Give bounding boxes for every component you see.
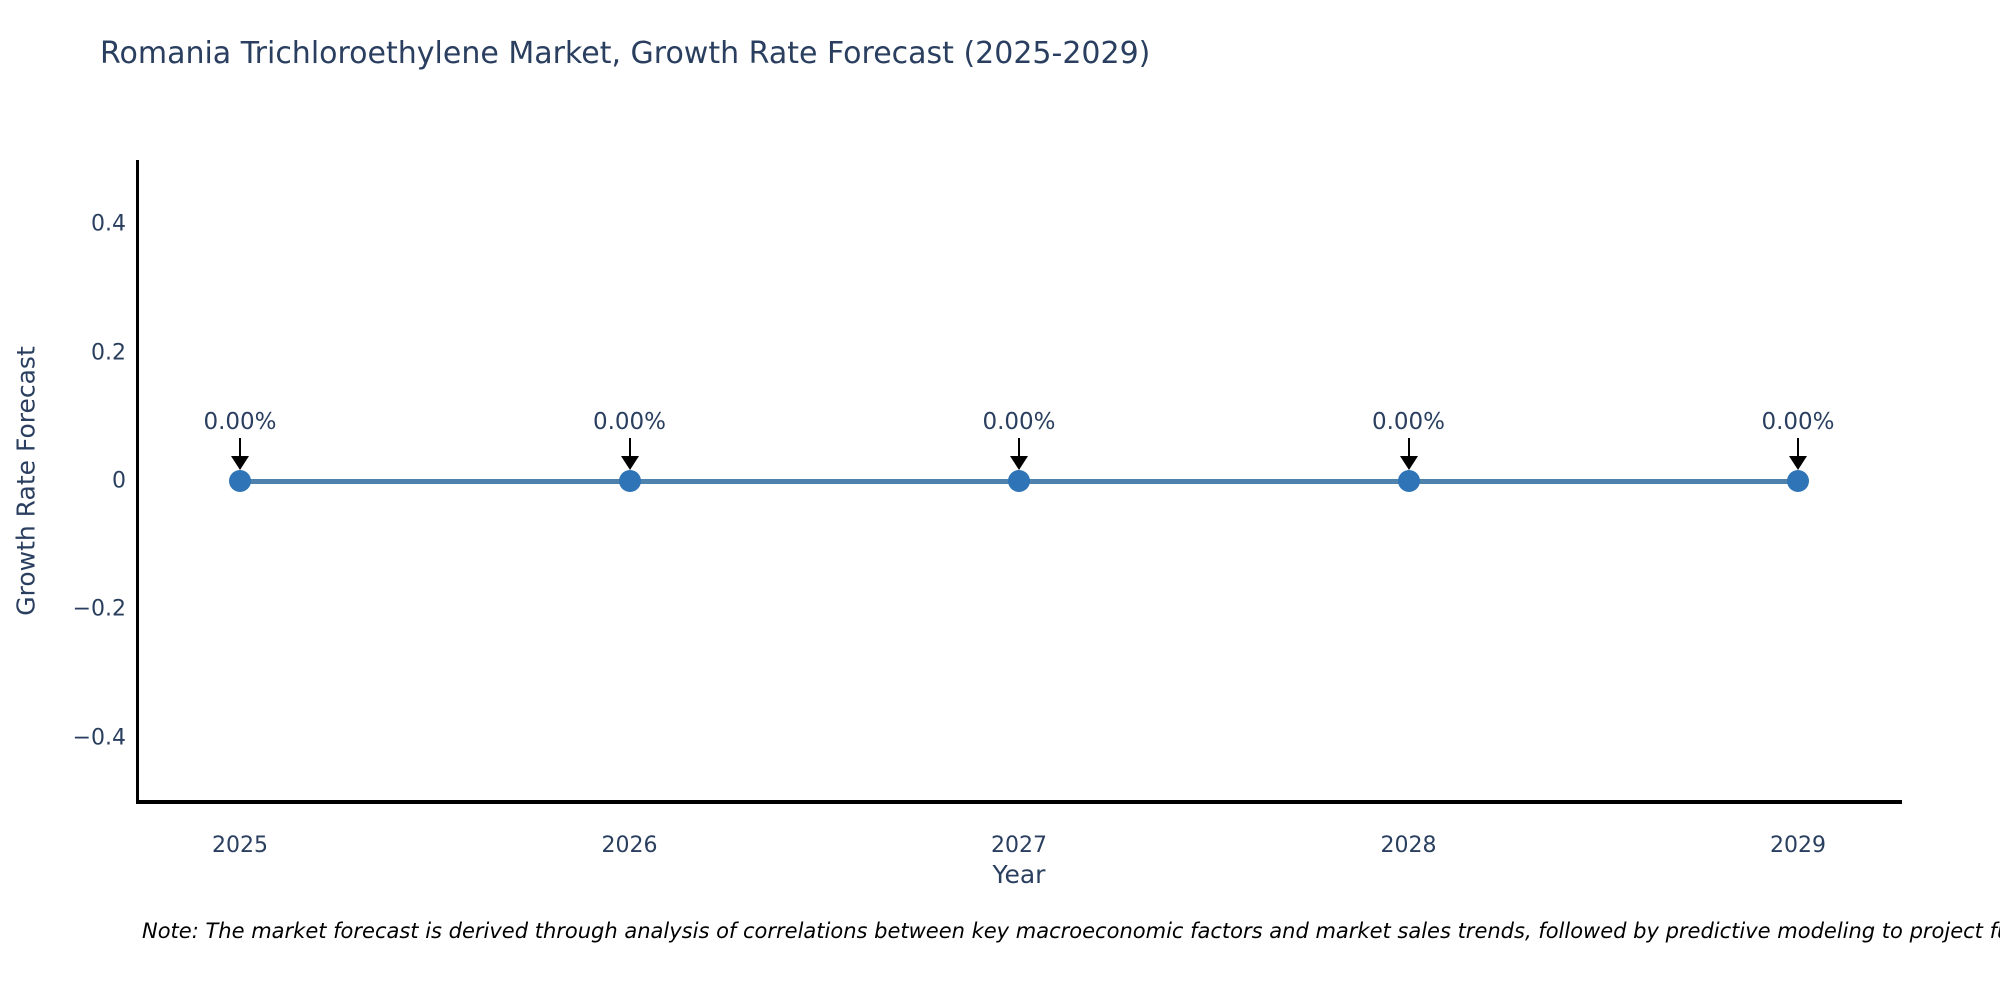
chart-title: Romania Trichloroethylene Market, Growth… (100, 36, 1151, 71)
x-axis-line (136, 800, 1902, 804)
data-point-label: 0.00% (1371, 409, 1446, 435)
annotation-arrowhead-icon (1399, 456, 1418, 470)
y-tick-label: 0 (112, 468, 126, 494)
data-point-marker[interactable] (1008, 470, 1030, 492)
y-axis-title: Growth Rate Forecast (11, 346, 41, 616)
annotation-arrow-stem (239, 438, 241, 458)
x-tick-label: 2026 (601, 833, 658, 858)
annotation-arrow-stem (1797, 438, 1799, 458)
annotation-arrow-stem (628, 438, 631, 458)
data-point-label: 0.00% (982, 409, 1056, 435)
y-tick-label: −0.2 (72, 596, 126, 622)
x-tick-label: 2025 (212, 833, 268, 858)
x-tick-label: 2029 (1770, 833, 1826, 858)
x-tick-label: 2027 (991, 833, 1047, 858)
annotation-arrowhead-icon (1789, 456, 1807, 470)
data-point-label: 0.00% (203, 409, 277, 435)
annotation-arrowhead-icon (231, 456, 249, 470)
y-tick-label: 0.4 (91, 211, 126, 237)
data-point-marker[interactable] (1397, 470, 1420, 492)
annotation-arrowhead-icon (1010, 456, 1028, 470)
annotation-arrowhead-icon (620, 456, 639, 470)
annotation-arrow-stem (1407, 438, 1410, 458)
data-point-marker[interactable] (229, 470, 251, 492)
data-point-label: 0.00% (1761, 409, 1835, 435)
x-tick-label: 2028 (1380, 833, 1437, 858)
y-axis-line (136, 160, 139, 804)
data-point-marker[interactable] (618, 470, 641, 492)
y-tick-label: 0.2 (91, 340, 126, 366)
x-axis-title: Year (992, 860, 1046, 889)
data-point-marker[interactable] (1787, 470, 1809, 492)
annotation-arrow-stem (1018, 438, 1020, 458)
y-tick-label: −0.4 (72, 725, 126, 751)
footnote: Note: The market forecast is derived thr… (142, 919, 2000, 943)
data-point-label: 0.00% (592, 409, 667, 435)
